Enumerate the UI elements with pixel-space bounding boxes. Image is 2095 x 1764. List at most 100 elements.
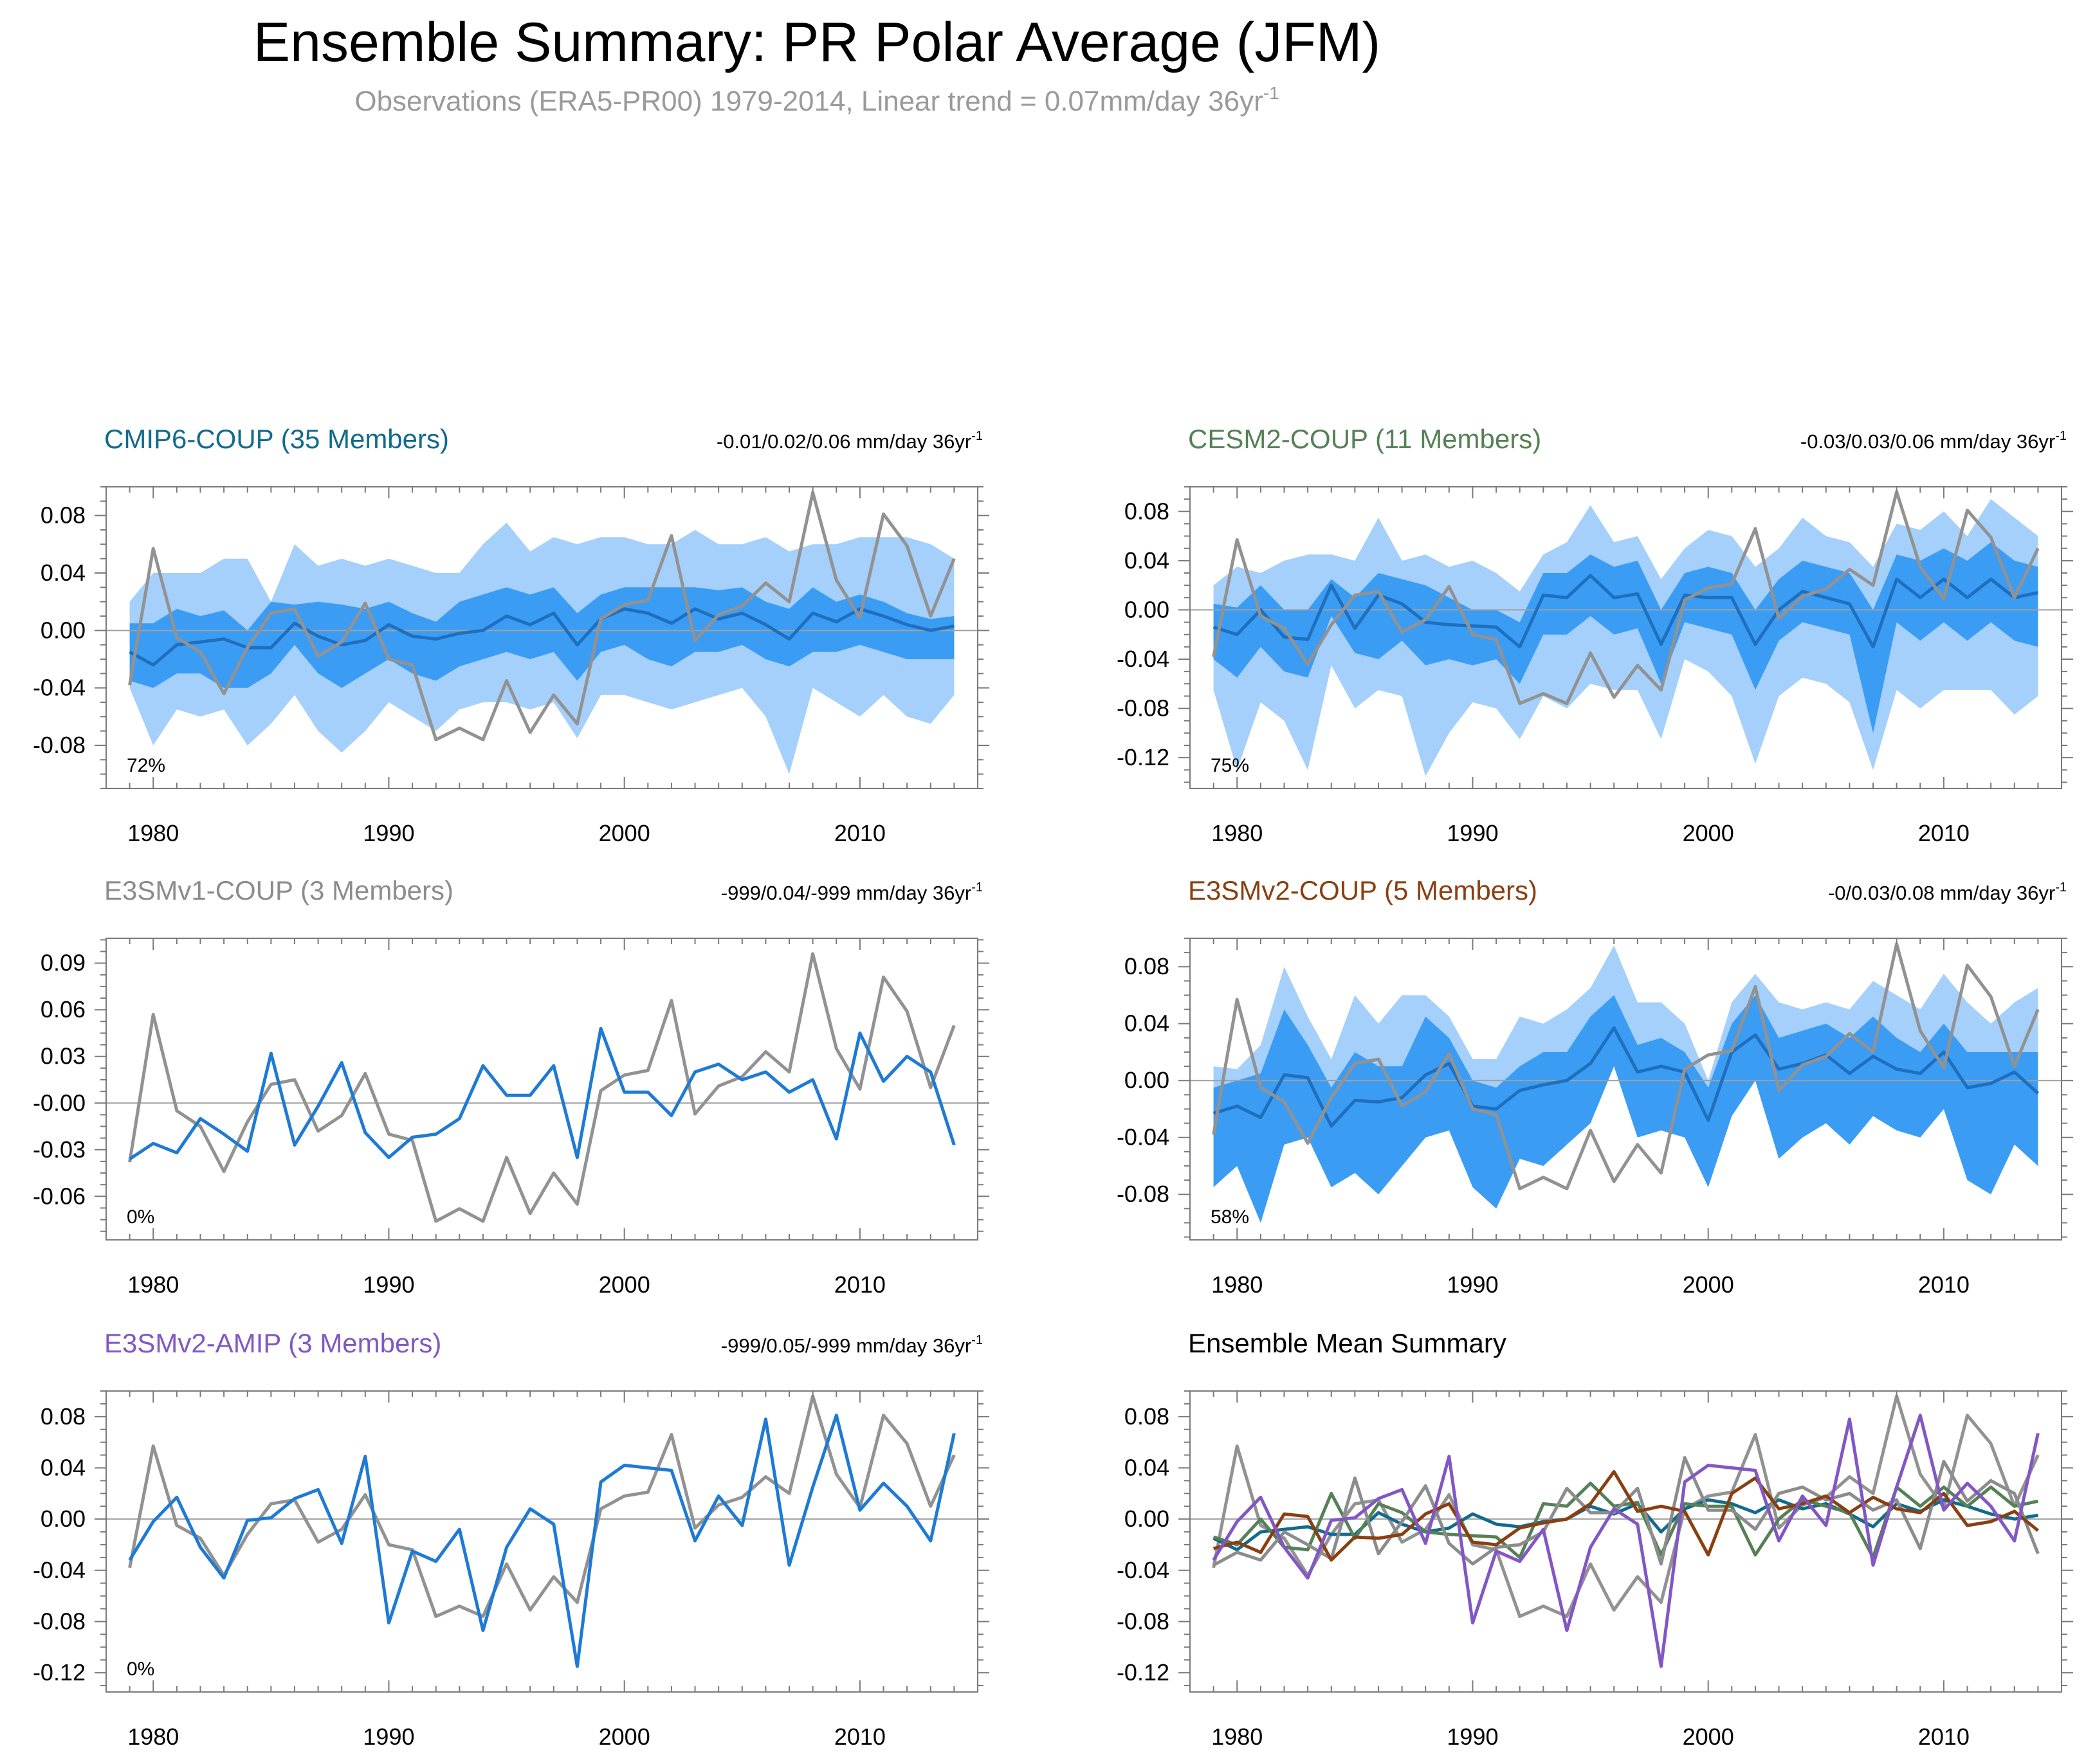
figure-title: Ensemble Summary: PR Polar Average (JFM)	[253, 12, 1380, 73]
outer-spread-band	[1213, 499, 2038, 776]
y-tick-label: -0.12	[1117, 744, 1169, 770]
y-tick-label: -0.08	[33, 732, 86, 758]
figure-subtitle-text: Observations (ERA5-PR00) 1979-2014, Line…	[354, 86, 1263, 117]
panel-title: CMIP6-COUP (35 Members)	[104, 424, 449, 454]
x-tick-label: 1980	[1211, 1271, 1263, 1298]
observations-line	[128, 952, 956, 1223]
figure-subtitle-superscript: -1	[1263, 83, 1279, 103]
panel-title: Ensemble Mean Summary	[1188, 1328, 1506, 1358]
y-tick-label: -0.06	[33, 1183, 86, 1209]
x-tick-label: 1980	[127, 1271, 179, 1298]
panel-title: E3SMv1-COUP (3 Members)	[104, 875, 453, 905]
observations-line	[1212, 1394, 2040, 1618]
panel-trend-text: -999/0.05/-999 mm/day 36yr-1	[721, 1333, 983, 1357]
panel-trend-value: -0.01/0.02/0.06 mm/day 36yr	[717, 430, 971, 453]
x-tick-label: 2000	[1683, 820, 1734, 846]
observations-line	[128, 491, 956, 741]
y-tick-label: 0.04	[1124, 1010, 1169, 1037]
panel-trend-value: -0.03/0.03/0.06 mm/day 36yr	[1800, 430, 2055, 453]
ensemble-mean-line	[1212, 574, 2038, 649]
panel-trend-text: -999/0.04/-999 mm/day 36yr-1	[721, 880, 983, 904]
panel-trend-text: -0.01/0.02/0.06 mm/day 36yr-1	[717, 429, 983, 453]
ensemble-mean-line	[128, 1414, 956, 1668]
x-tick-label: 2000	[599, 1723, 650, 1750]
plot-frame	[105, 1390, 978, 1693]
panels-group: CMIP6-COUP (35 Members) -0.01/0.02/0.06 m…	[33, 424, 2073, 1750]
plot-frame	[1189, 1390, 2062, 1693]
y-tick-label: -0.04	[33, 1557, 86, 1583]
panel-trend-value: -999/0.04/-999 mm/day 36yr	[721, 882, 971, 904]
x-tick-label: 1990	[363, 1271, 414, 1298]
observations-line	[128, 1394, 956, 1618]
panel-trend-superscript: -1	[2055, 880, 2067, 895]
ensemble-mean-line	[1212, 1026, 2040, 1128]
y-tick-label: -0.04	[33, 675, 86, 701]
y-tick-label: 0.08	[1124, 1403, 1169, 1430]
y-tick-label: 0.00	[1124, 1067, 1169, 1093]
series-line-e3smv2-amip	[1212, 1414, 2040, 1668]
y-tick-label: 0.04	[1124, 547, 1169, 574]
x-tick-label: 2010	[1918, 1271, 1970, 1298]
y-tick-label: 0.03	[41, 1043, 86, 1069]
panel-e3smv1: E3SMv1-COUP (3 Members) -999/0.04/-999 mm…	[33, 875, 989, 1298]
figure-subtitle: Observations (ERA5-PR00) 1979-2014, Line…	[354, 83, 1279, 117]
panel-trend-value: -999/0.05/-999 mm/day 36yr	[721, 1334, 971, 1357]
y-tick-label: -0.08	[1117, 1181, 1169, 1207]
series-line-cesm2-coup	[1212, 1481, 2038, 1559]
ensemble-mean-line	[129, 1026, 956, 1161]
panel-e3smv2: E3SMv2-COUP (5 Members) -0/0.03/0.08 mm/d…	[1117, 875, 2073, 1298]
panel-title: E3SMv2-COUP (5 Members)	[1188, 875, 1537, 905]
x-tick-label: 2010	[1918, 1723, 1970, 1750]
x-tick-label: 2010	[834, 820, 886, 846]
panel-trend-text: -0/0.03/0.08 mm/day 36yr-1	[1828, 880, 2067, 904]
plot-frame	[105, 486, 978, 789]
x-tick-label: 2010	[834, 1271, 886, 1298]
x-tick-label: 1980	[127, 820, 179, 846]
panel-trend-superscript: -1	[2055, 429, 2067, 443]
panel-cmip6: CMIP6-COUP (35 Members) -0.01/0.02/0.06 m…	[33, 424, 989, 846]
y-tick-label: -0.04	[1117, 1124, 1169, 1150]
plot-frame	[1189, 938, 2062, 1241]
y-tick-label: 0.04	[41, 1454, 86, 1480]
observations-line	[1212, 490, 2040, 705]
y-tick-label: 0.06	[41, 996, 86, 1023]
y-tick-label: 0.08	[41, 1403, 86, 1430]
y-tick-label: -0.04	[1117, 1557, 1169, 1583]
y-tick-label: 0.00	[1124, 596, 1169, 623]
panel-trend-superscript: -1	[971, 880, 983, 895]
observations-line	[1212, 942, 2040, 1190]
series-line-e3smv2-coup	[1212, 1470, 2039, 1562]
panel-trend-text: -0.03/0.03/0.06 mm/day 36yr-1	[1800, 429, 2067, 453]
x-tick-label: 2000	[599, 1271, 650, 1298]
x-tick-label: 2000	[1683, 1723, 1734, 1750]
x-tick-label: 1990	[363, 1723, 414, 1750]
y-tick-label: -0.12	[33, 1659, 86, 1686]
y-tick-label: 0.00	[1124, 1505, 1169, 1532]
y-tick-label: 0.09	[41, 950, 86, 976]
x-tick-label: 1990	[363, 820, 414, 846]
y-tick-label: -0.08	[1117, 1608, 1169, 1634]
x-tick-label: 2000	[599, 820, 650, 846]
percent-label: 0%	[127, 1659, 154, 1680]
inner-spread-band	[1213, 542, 2038, 733]
x-tick-label: 1980	[127, 1723, 179, 1750]
y-tick-label: -0.12	[1117, 1659, 1169, 1686]
y-tick-label: -0.04	[1117, 646, 1169, 672]
x-tick-label: 2010	[834, 1723, 886, 1750]
x-tick-label: 1990	[1447, 1271, 1498, 1298]
y-tick-label: -0.08	[33, 1608, 86, 1634]
panel-trend-superscript: -1	[971, 429, 983, 443]
x-tick-label: 1990	[1447, 820, 1498, 846]
x-tick-label: 1990	[1447, 1723, 1498, 1750]
percent-label: 75%	[1211, 755, 1249, 776]
x-tick-label: 1980	[1211, 820, 1263, 846]
y-tick-label: 0.08	[1124, 498, 1169, 524]
y-tick-label: 0.04	[1124, 1454, 1169, 1480]
y-tick-label: -0.08	[1117, 695, 1169, 722]
x-tick-label: 2000	[1683, 1271, 1734, 1298]
y-tick-label: 0.00	[41, 617, 86, 643]
panel-cesm2: CESM2-COUP (11 Members) -0.03/0.03/0.06 m…	[1117, 424, 2073, 846]
y-tick-label: 0.08	[1124, 953, 1169, 979]
panel-title: E3SMv2-AMIP (3 Members)	[104, 1328, 441, 1358]
